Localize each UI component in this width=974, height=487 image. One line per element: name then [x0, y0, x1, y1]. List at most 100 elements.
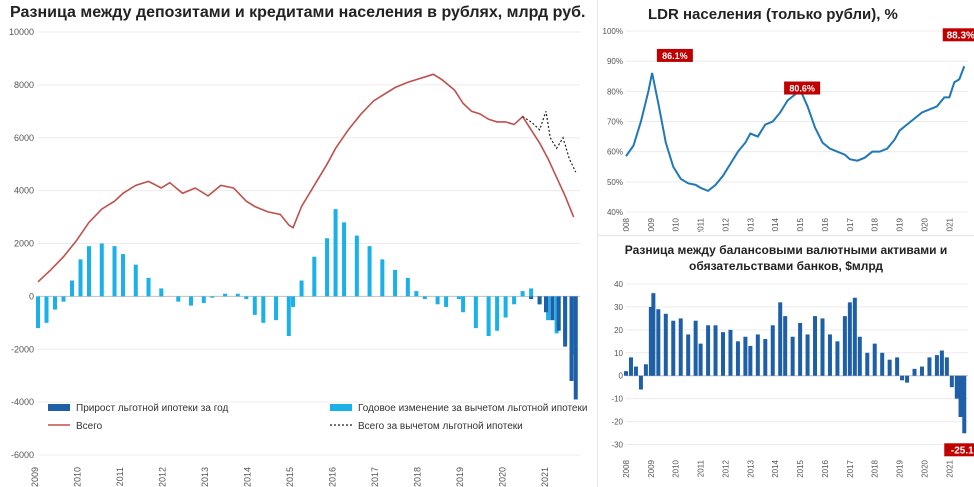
chart3-bar: [638, 375, 643, 390]
chart1-y-tick: 8000: [14, 80, 34, 90]
chart3-bar: [770, 325, 775, 376]
chart3-bar: [628, 357, 633, 376]
chart3-bar: [805, 334, 810, 376]
chart2-y-tick: 60%: [607, 148, 623, 157]
chart1-y-tick: 6000: [14, 133, 34, 143]
chart1-bar-mortgage: [573, 296, 578, 400]
chart3-y-tick: 20: [614, 326, 623, 335]
chart-fx-gap: Разница между балансовыми валютными акти…: [598, 238, 974, 487]
chart3-bar: [820, 318, 825, 376]
chart3-bar: [643, 364, 648, 376]
chart1-bar-annual: [333, 209, 338, 297]
chart1-bar-annual: [112, 246, 117, 297]
chart3-bar: [648, 306, 653, 376]
chart1-bar-mortgage: [529, 296, 534, 300]
chart3-title: Разница между балансовыми валютными акти…: [624, 243, 948, 273]
chart3-y-tick: 40: [614, 280, 623, 289]
chart1-bar-annual: [529, 288, 534, 297]
chart1-legend-label: Прирост льготной ипотеки за год: [76, 403, 228, 414]
chart3-bar: [887, 359, 892, 376]
chart3-bar: [912, 368, 917, 376]
chart1-bar-annual: [44, 296, 49, 323]
chart1-x-tick: 2016: [328, 467, 338, 487]
chart1-bar-annual: [380, 259, 385, 297]
panel-divider-vertical: [597, 0, 598, 487]
chart1-bar-annual: [189, 296, 194, 306]
chart3-y-tick: -30: [611, 441, 623, 450]
chart3-bar: [755, 334, 760, 376]
chart1-bar-annual: [312, 256, 317, 297]
chart1-legend-label: Годовое изменение за вычетом льготной ип…: [358, 403, 587, 414]
chart1-x-tick: 2015: [285, 467, 295, 487]
chart3-x-tick: 2013: [746, 459, 755, 477]
chart3-bar: [763, 339, 768, 376]
chart3-x-tick: 2014: [771, 459, 780, 477]
chart3-bar: [872, 343, 877, 376]
chart3-bar: [852, 297, 857, 376]
chart1-bar-annual: [146, 277, 151, 297]
chart3-bar: [651, 293, 656, 376]
chart3-x-tick: 2011: [697, 459, 706, 477]
chart3-bar: [827, 334, 832, 376]
chart3-x-tick: 2015: [796, 459, 805, 477]
chart2-y-tick: 90%: [607, 57, 623, 66]
chart1-bar-annual: [473, 296, 478, 329]
chart3-bar: [671, 320, 676, 376]
chart2-y-tick: 40%: [607, 208, 623, 217]
chart1-bar-annual: [78, 259, 83, 297]
chart2-y-tick: 100%: [603, 27, 623, 36]
chart3-bar: [721, 332, 726, 376]
chart1-y-tick: -2000: [11, 344, 34, 354]
chart1-bar-annual: [274, 296, 279, 321]
chart2-title: LDR населения (только рубли), %: [648, 6, 898, 23]
chart1-x-tick: 2010: [73, 467, 83, 487]
chart1-bar-annual: [422, 296, 427, 300]
chart2-label: 80.6%: [789, 84, 815, 94]
chart3-bar: [847, 302, 852, 376]
chart3-bar: [919, 366, 924, 376]
chart3-x-tick: 2009: [647, 459, 656, 477]
chart2-x-tick: 2012: [721, 217, 730, 232]
chart-ldr: LDR населения (только рубли), % 100% 90% 8…: [598, 0, 974, 232]
chart1-bar-annual: [520, 291, 525, 297]
chart3-x-tick: 2017: [846, 459, 855, 477]
chart3-y-tick: 0: [619, 372, 624, 381]
chart3-bar: [624, 371, 628, 376]
chart1-x-tick: 2014: [243, 467, 253, 487]
chart1-x-tick: 2013: [200, 467, 210, 487]
chart2-x-tick: 2019: [896, 217, 905, 232]
chart3-bar: [686, 334, 691, 376]
chart3-bar: [798, 322, 803, 376]
chart1-bar-annual: [354, 235, 359, 297]
chart1-bar-annual: [342, 222, 347, 297]
chart3-bar: [698, 343, 703, 376]
chart3-bar: [813, 316, 818, 376]
chart1-y-tick: 10000: [9, 27, 34, 37]
chart1-bar-annual: [546, 296, 551, 321]
chart2-x-tick: 2014: [771, 217, 780, 232]
chart3-bar: [778, 302, 783, 376]
chart3-bar: [865, 352, 870, 376]
chart3-bar: [678, 318, 683, 376]
chart1-bar-annual: [286, 296, 291, 337]
chart3-y-tick: 30: [614, 303, 623, 312]
chart1-x-tick: 2017: [370, 467, 380, 487]
chart2-x-tick: 2017: [846, 217, 855, 232]
chart1-y-tick: 2000: [14, 239, 34, 249]
chart1-bar-annual: [252, 296, 257, 315]
chart3-bar: [743, 336, 748, 376]
chart3-bar: [880, 352, 885, 376]
chart-deposits-loans: Разница между депозитами и кредитами нас…: [9, 4, 587, 487]
chart3-bar: [895, 357, 900, 376]
chart1-line-ex: [522, 111, 577, 173]
chart3-bar: [962, 375, 967, 434]
chart2-y-tick: 80%: [607, 87, 623, 96]
chart3-bar: [958, 375, 963, 418]
chart1-bar-annual: [405, 277, 410, 297]
chart1-bar-annual: [456, 296, 461, 300]
chart2-x-tick: 2021: [945, 217, 954, 232]
chart1-bar-annual: [435, 296, 440, 305]
chart2-x-tick: 2015: [796, 217, 805, 232]
chart2-x-tick: 2013: [746, 217, 755, 232]
